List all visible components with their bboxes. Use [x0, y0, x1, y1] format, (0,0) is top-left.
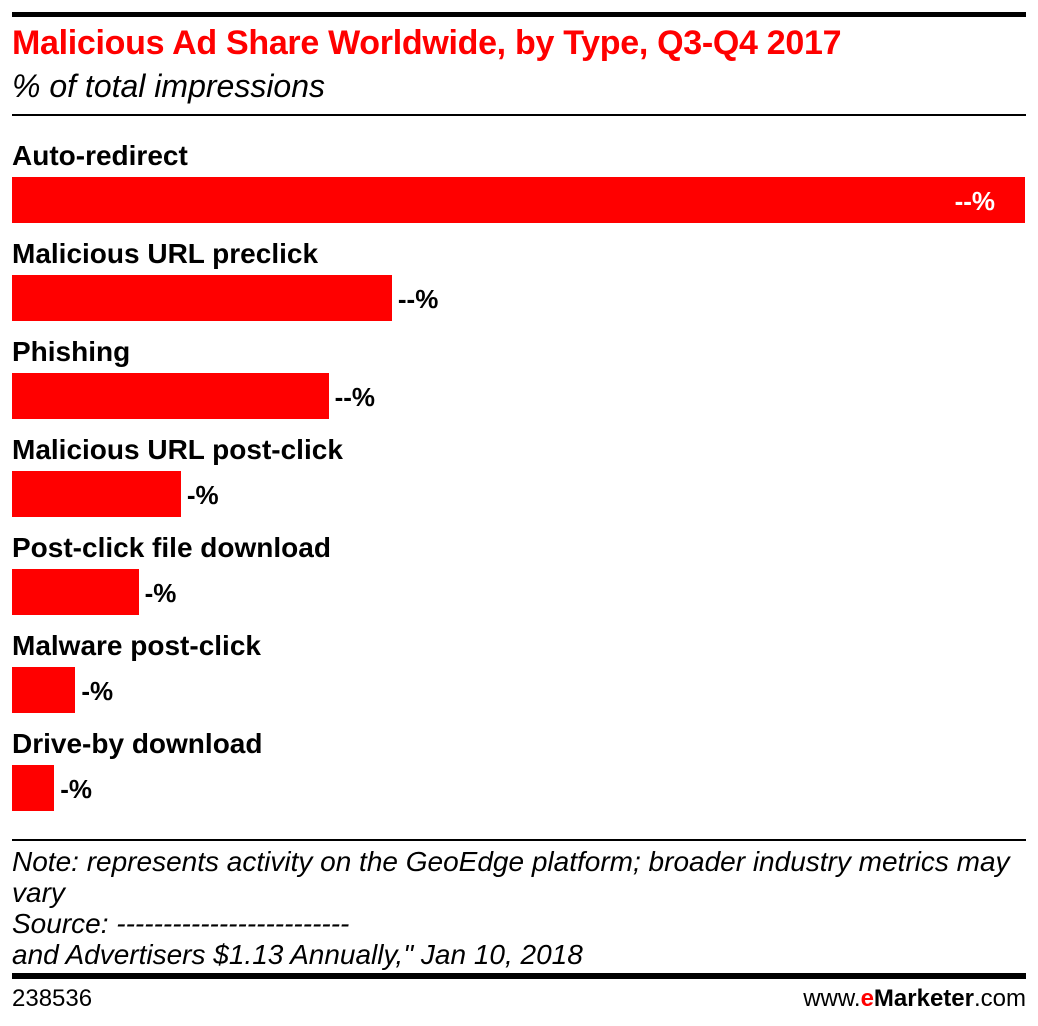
top-rule	[12, 12, 1026, 17]
chart-title: Malicious Ad Share Worldwide, by Type, Q…	[12, 24, 842, 62]
data-label: -%	[81, 676, 114, 706]
note-text: Note: represents activity on the GeoEdge…	[12, 846, 1010, 908]
category-label: Drive-by download	[12, 728, 263, 759]
brand-name: Marketer	[873, 985, 974, 1012]
data-label: --%	[334, 382, 375, 412]
data-label: -%	[60, 774, 92, 804]
bar	[12, 765, 55, 811]
bar	[12, 471, 181, 517]
chart-subtitle: % of total impressions	[12, 68, 326, 104]
header-rule	[12, 114, 1026, 116]
brand-suffix: .com	[973, 985, 1026, 1012]
bottom-rule	[12, 973, 1026, 979]
footer-rule	[12, 839, 1026, 841]
source-text: Source: -------------------------	[12, 908, 350, 939]
data-label: -%	[144, 578, 177, 608]
chart-id: 238536	[12, 985, 93, 1012]
brand-logo: www.eMarketer.com	[803, 985, 1026, 1013]
data-label: --%	[397, 284, 439, 314]
source-text-cont: and Advertisers $1.13 Annually," Jan 10,…	[12, 939, 583, 970]
brand-prefix: www.	[803, 985, 861, 1012]
category-label: Malicious URL preclick	[12, 238, 319, 269]
brand-e: e	[860, 985, 874, 1012]
bar	[12, 177, 1025, 223]
data-label: --%	[954, 186, 995, 216]
footnote: Note: represents activity on the GeoEdge…	[12, 846, 1012, 970]
category-label: Malware post-click	[12, 630, 261, 661]
data-label: -%	[186, 480, 219, 510]
bar	[12, 569, 139, 615]
bar	[12, 373, 329, 419]
category-label: Post-click file download	[12, 532, 331, 563]
bar	[12, 275, 392, 321]
bar	[12, 667, 76, 713]
category-label: Malicious URL post-click	[12, 434, 343, 465]
category-label: Auto-redirect	[12, 140, 188, 171]
category-label: Phishing	[12, 336, 131, 367]
